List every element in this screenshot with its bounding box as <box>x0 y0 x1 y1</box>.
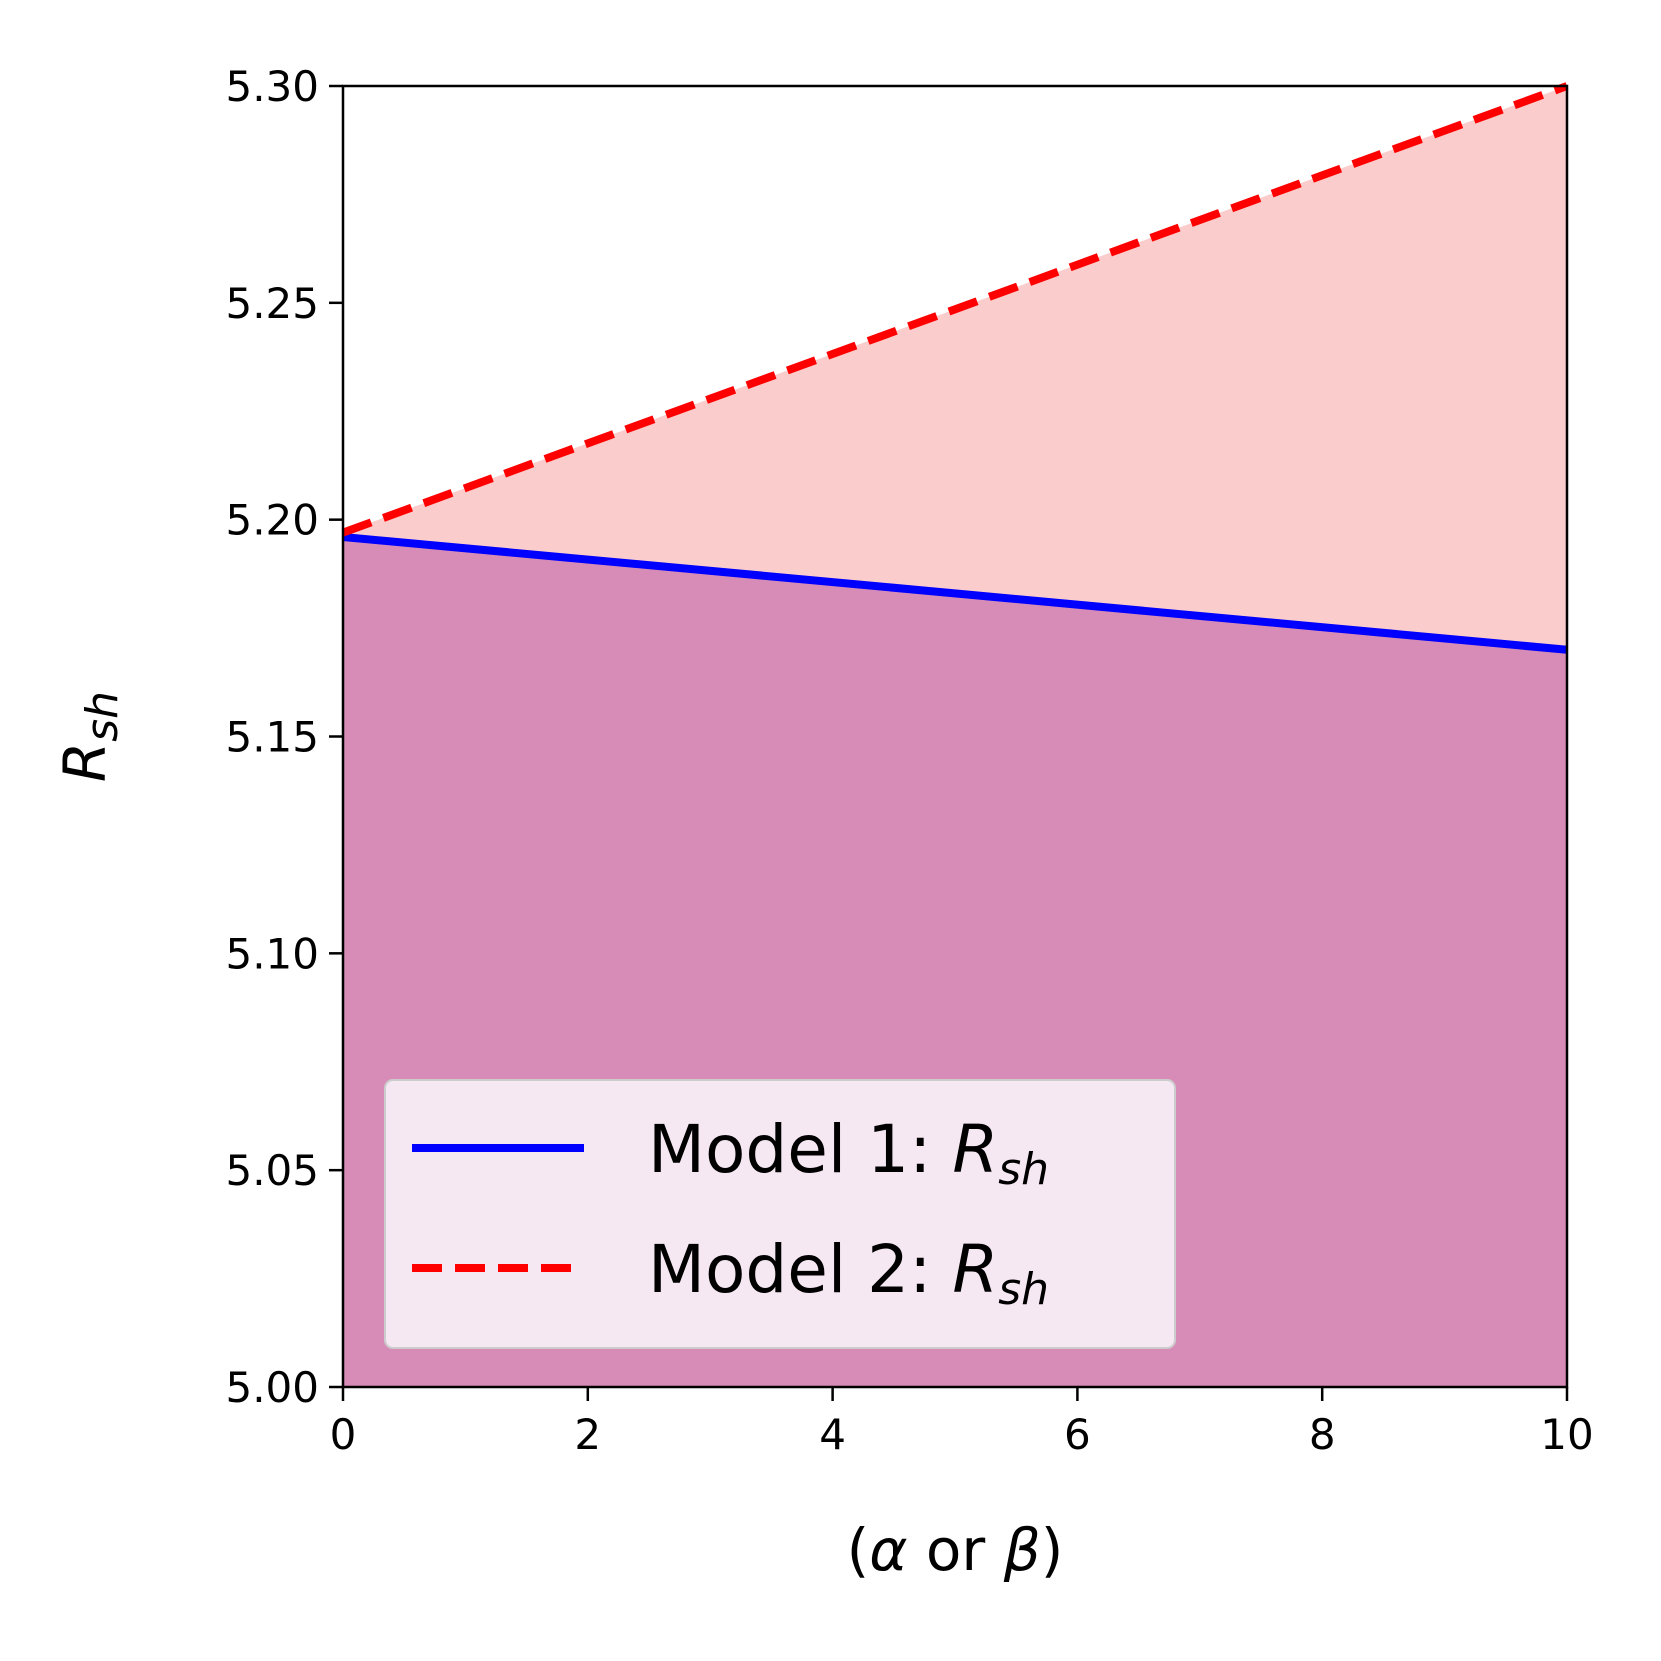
x-tick-label: 10 <box>1540 1410 1593 1459</box>
legend-label-model-1: Model 1: Rsh <box>648 1111 1049 1195</box>
y-axis-label-sub: sh <box>77 691 128 742</box>
x-axis-label: (α or β) <box>847 1516 1064 1584</box>
x-axis-label-beta: β <box>1003 1516 1041 1584</box>
y-axis-label-main: R <box>51 742 119 782</box>
legend-label-model-1-prefix: Model 1: <box>648 1111 952 1188</box>
legend-label-model-1-sub: sh <box>998 1144 1049 1195</box>
series-lines <box>341 82 1569 654</box>
legend-label-model-1-main: R <box>952 1111 998 1188</box>
y-tick-label: 5.20 <box>225 496 319 545</box>
y-tick-label: 5.10 <box>225 929 319 978</box>
axis-ticks <box>329 84 1569 1401</box>
tick-labels: 0 2 4 6 8 10 5.00 5.05 5.10 5.15 5.20 5.25 5.30 <box>225 62 1593 1459</box>
x-axis-label-alpha: α <box>869 1516 907 1584</box>
y-axis-label: Rsh <box>51 691 128 782</box>
y-tick-label: 5.05 <box>225 1146 319 1195</box>
y-tick-label: 5.15 <box>225 713 319 762</box>
series-line-2 <box>341 82 1569 537</box>
series-line-1 <box>342 533 1568 654</box>
y-tick-label: 5.00 <box>225 1363 319 1412</box>
y-tick-label: 5.30 <box>225 62 319 111</box>
x-tick-label: 6 <box>1064 1410 1091 1459</box>
legend: Model 1: Rsh Model 2: Rsh <box>384 1079 1176 1349</box>
y-tick-label: 5.25 <box>225 279 319 328</box>
x-axis-label-suffix: ) <box>1041 1516 1064 1584</box>
legend-label-model-2: Model 2: Rsh <box>648 1231 1049 1315</box>
legend-label-model-2-prefix: Model 2: <box>648 1231 952 1308</box>
x-axis-label-middle: or <box>908 1516 1004 1584</box>
x-tick-label: 4 <box>819 1410 846 1459</box>
x-axis-label-prefix: ( <box>847 1516 870 1584</box>
legend-label-model-2-sub: sh <box>998 1264 1049 1315</box>
legend-label-model-2-main: R <box>952 1231 998 1308</box>
x-tick-label: 8 <box>1309 1410 1336 1459</box>
x-tick-label: 2 <box>574 1410 601 1459</box>
x-tick-label: 0 <box>330 1410 357 1459</box>
